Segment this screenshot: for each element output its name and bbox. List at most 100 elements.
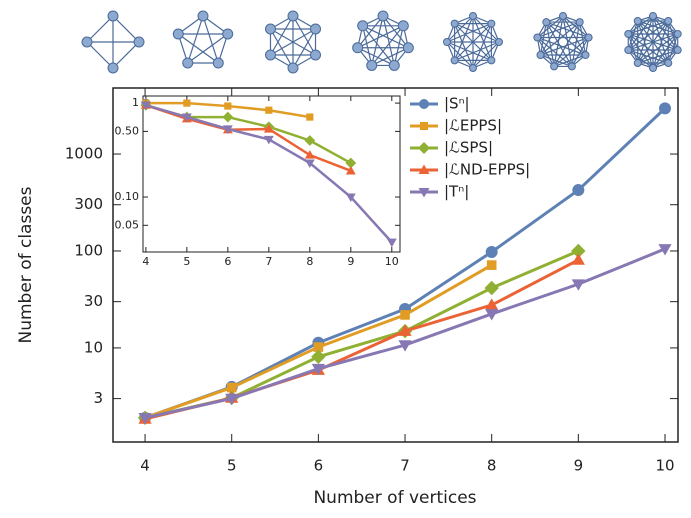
graph-vertex (287, 10, 299, 22)
marker (571, 243, 586, 259)
graph-edge (393, 25, 404, 66)
graph-vertex (550, 62, 559, 71)
x-axis-label: Number of vertices (313, 488, 476, 508)
graph-edge (637, 20, 669, 64)
marker (311, 363, 325, 376)
graph-edge (562, 15, 573, 67)
graph-vertex (584, 33, 593, 42)
graph-vertex (264, 49, 276, 61)
graph-vertex (664, 16, 673, 25)
y-tick-label: 1 (132, 96, 139, 109)
marker (485, 309, 499, 321)
x-tick-label: 4 (142, 255, 149, 268)
marker (304, 159, 315, 169)
legend-label: |ℒEPPS| (444, 117, 502, 135)
graph-edge (637, 20, 654, 69)
graph-vertex (182, 57, 194, 69)
x-tick-label: 5 (227, 457, 237, 475)
x-tick-label: 9 (574, 457, 584, 475)
graph-edge (628, 49, 669, 64)
graph-edge (628, 20, 669, 35)
graph-edge (270, 28, 316, 56)
graph-vertex (450, 56, 459, 65)
graph-edge (112, 15, 140, 43)
x-tick-label: 7 (400, 457, 410, 475)
graph-vertex (377, 10, 389, 22)
graph-edge (446, 41, 474, 69)
graph-edge (357, 15, 384, 49)
graph-edge (202, 15, 219, 64)
legend-marker (418, 142, 430, 154)
graph-edge (187, 33, 229, 64)
graph-vertex (107, 10, 119, 22)
graph-vertex (649, 64, 657, 72)
graph-edge (177, 33, 219, 64)
x-tick-label: 7 (265, 255, 272, 268)
graph-edge (371, 47, 409, 66)
graph-edge (362, 25, 409, 49)
graph-vertex (357, 20, 369, 32)
marker (313, 342, 324, 352)
graph-icon (264, 10, 322, 74)
x-tick-label: 6 (224, 255, 231, 268)
y-tick-label: 300 (74, 195, 103, 213)
series (140, 101, 397, 248)
graph-vertex (212, 57, 224, 69)
marker (222, 125, 233, 134)
graph-edge (454, 23, 474, 69)
graph-edge (627, 33, 639, 64)
graph-vertex (172, 28, 184, 40)
y-tick-label: 10 (84, 338, 103, 356)
graph-vertex (487, 56, 496, 65)
marker (311, 349, 326, 364)
graph-edge (454, 23, 492, 61)
marker (659, 102, 672, 115)
marker (486, 260, 497, 270)
marker (224, 102, 232, 110)
marker (140, 101, 151, 111)
marker (571, 253, 585, 265)
marker (306, 113, 314, 121)
graph-edge (371, 25, 404, 66)
graph-vertex (495, 38, 503, 46)
marker (484, 280, 499, 296)
graph-edge (540, 21, 581, 56)
marker (222, 111, 234, 123)
graph-edge (357, 47, 395, 66)
graph-edge (553, 21, 581, 67)
graph-edge (540, 36, 589, 56)
graph-icon (172, 10, 234, 69)
graph-vertex (575, 18, 584, 27)
series-line (145, 104, 352, 173)
x-tick-label: 4 (140, 457, 150, 475)
graph-vertex (542, 18, 551, 27)
graph-edge (187, 15, 204, 64)
graph-vertex (264, 23, 276, 35)
marker (263, 135, 274, 145)
graph-vertex (673, 29, 682, 38)
graph-vertex (649, 12, 657, 20)
marker (386, 238, 397, 248)
y-tick-label: 0.50 (115, 124, 140, 137)
graph-edge (362, 25, 395, 66)
marker (485, 245, 498, 258)
plot-frame (142, 95, 401, 253)
graph-vertex (443, 38, 451, 46)
graph-edge (637, 20, 679, 51)
graph-vertex (633, 59, 642, 68)
y-tick-label: 3 (93, 389, 103, 407)
legend-marker (418, 188, 430, 198)
series-line (144, 249, 579, 420)
graph-edge (537, 36, 586, 56)
graph-vertex (402, 42, 414, 54)
graph-edge (553, 15, 564, 67)
marker (304, 150, 315, 159)
graph-vertex (81, 36, 93, 48)
graph-edge (562, 15, 589, 38)
legend-label: |Tⁿ| (444, 183, 469, 201)
graph-vertex (366, 59, 378, 71)
marker (658, 244, 672, 256)
graph-icon (624, 12, 682, 72)
marker (265, 106, 273, 114)
series (138, 244, 672, 425)
